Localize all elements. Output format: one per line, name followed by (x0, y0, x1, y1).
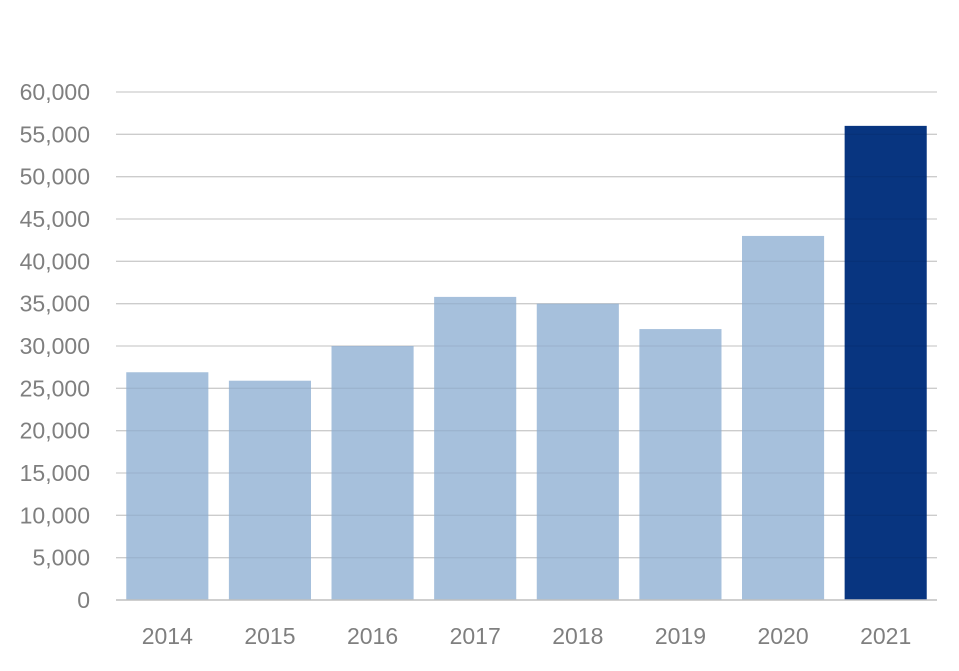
y-tick-label: 5,000 (32, 545, 90, 571)
bar-2016 (331, 346, 414, 600)
y-tick-label: 0 (77, 587, 90, 613)
x-tick-label-2015: 2015 (244, 623, 295, 649)
x-tick-label-2014: 2014 (142, 623, 193, 649)
x-tick-label-2016: 2016 (347, 623, 398, 649)
bar-2019 (639, 329, 722, 600)
y-tick-label: 25,000 (20, 375, 90, 401)
y-axis-tick-labels: 0 5,000 10,000 15,000 20,000 25,000 30,000 35,0… (20, 79, 90, 613)
bar-2015 (228, 380, 311, 600)
bar-2021 (844, 125, 927, 600)
x-tick-label-2021: 2021 (860, 623, 911, 649)
y-tick-label: 15,000 (20, 460, 90, 486)
y-tick-label: 45,000 (20, 206, 90, 232)
y-tick-label: 60,000 (20, 79, 90, 105)
gridline-overlay (116, 91, 937, 559)
y-tick-label: 55,000 (20, 121, 90, 147)
bar-2020 (742, 235, 825, 600)
bar-2017 (434, 296, 517, 600)
y-tick-label: 40,000 (20, 248, 90, 274)
x-tick-label-2019: 2019 (655, 623, 706, 649)
bars (126, 125, 927, 600)
y-tick-label: 20,000 (20, 418, 90, 444)
bar-2018 (536, 303, 619, 600)
x-tick-label-2018: 2018 (552, 623, 603, 649)
y-tick-label: 35,000 (20, 291, 90, 317)
bar-2014 (126, 372, 209, 600)
y-tick-label: 10,000 (20, 502, 90, 528)
x-axis-tick-labels: 2014 2015 2016 2017 2018 2019 2020 2021 (142, 623, 912, 649)
x-tick-label-2017: 2017 (450, 623, 501, 649)
y-tick-label: 50,000 (20, 164, 90, 190)
y-tick-label: 30,000 (20, 333, 90, 359)
x-tick-label-2020: 2020 (757, 623, 808, 649)
